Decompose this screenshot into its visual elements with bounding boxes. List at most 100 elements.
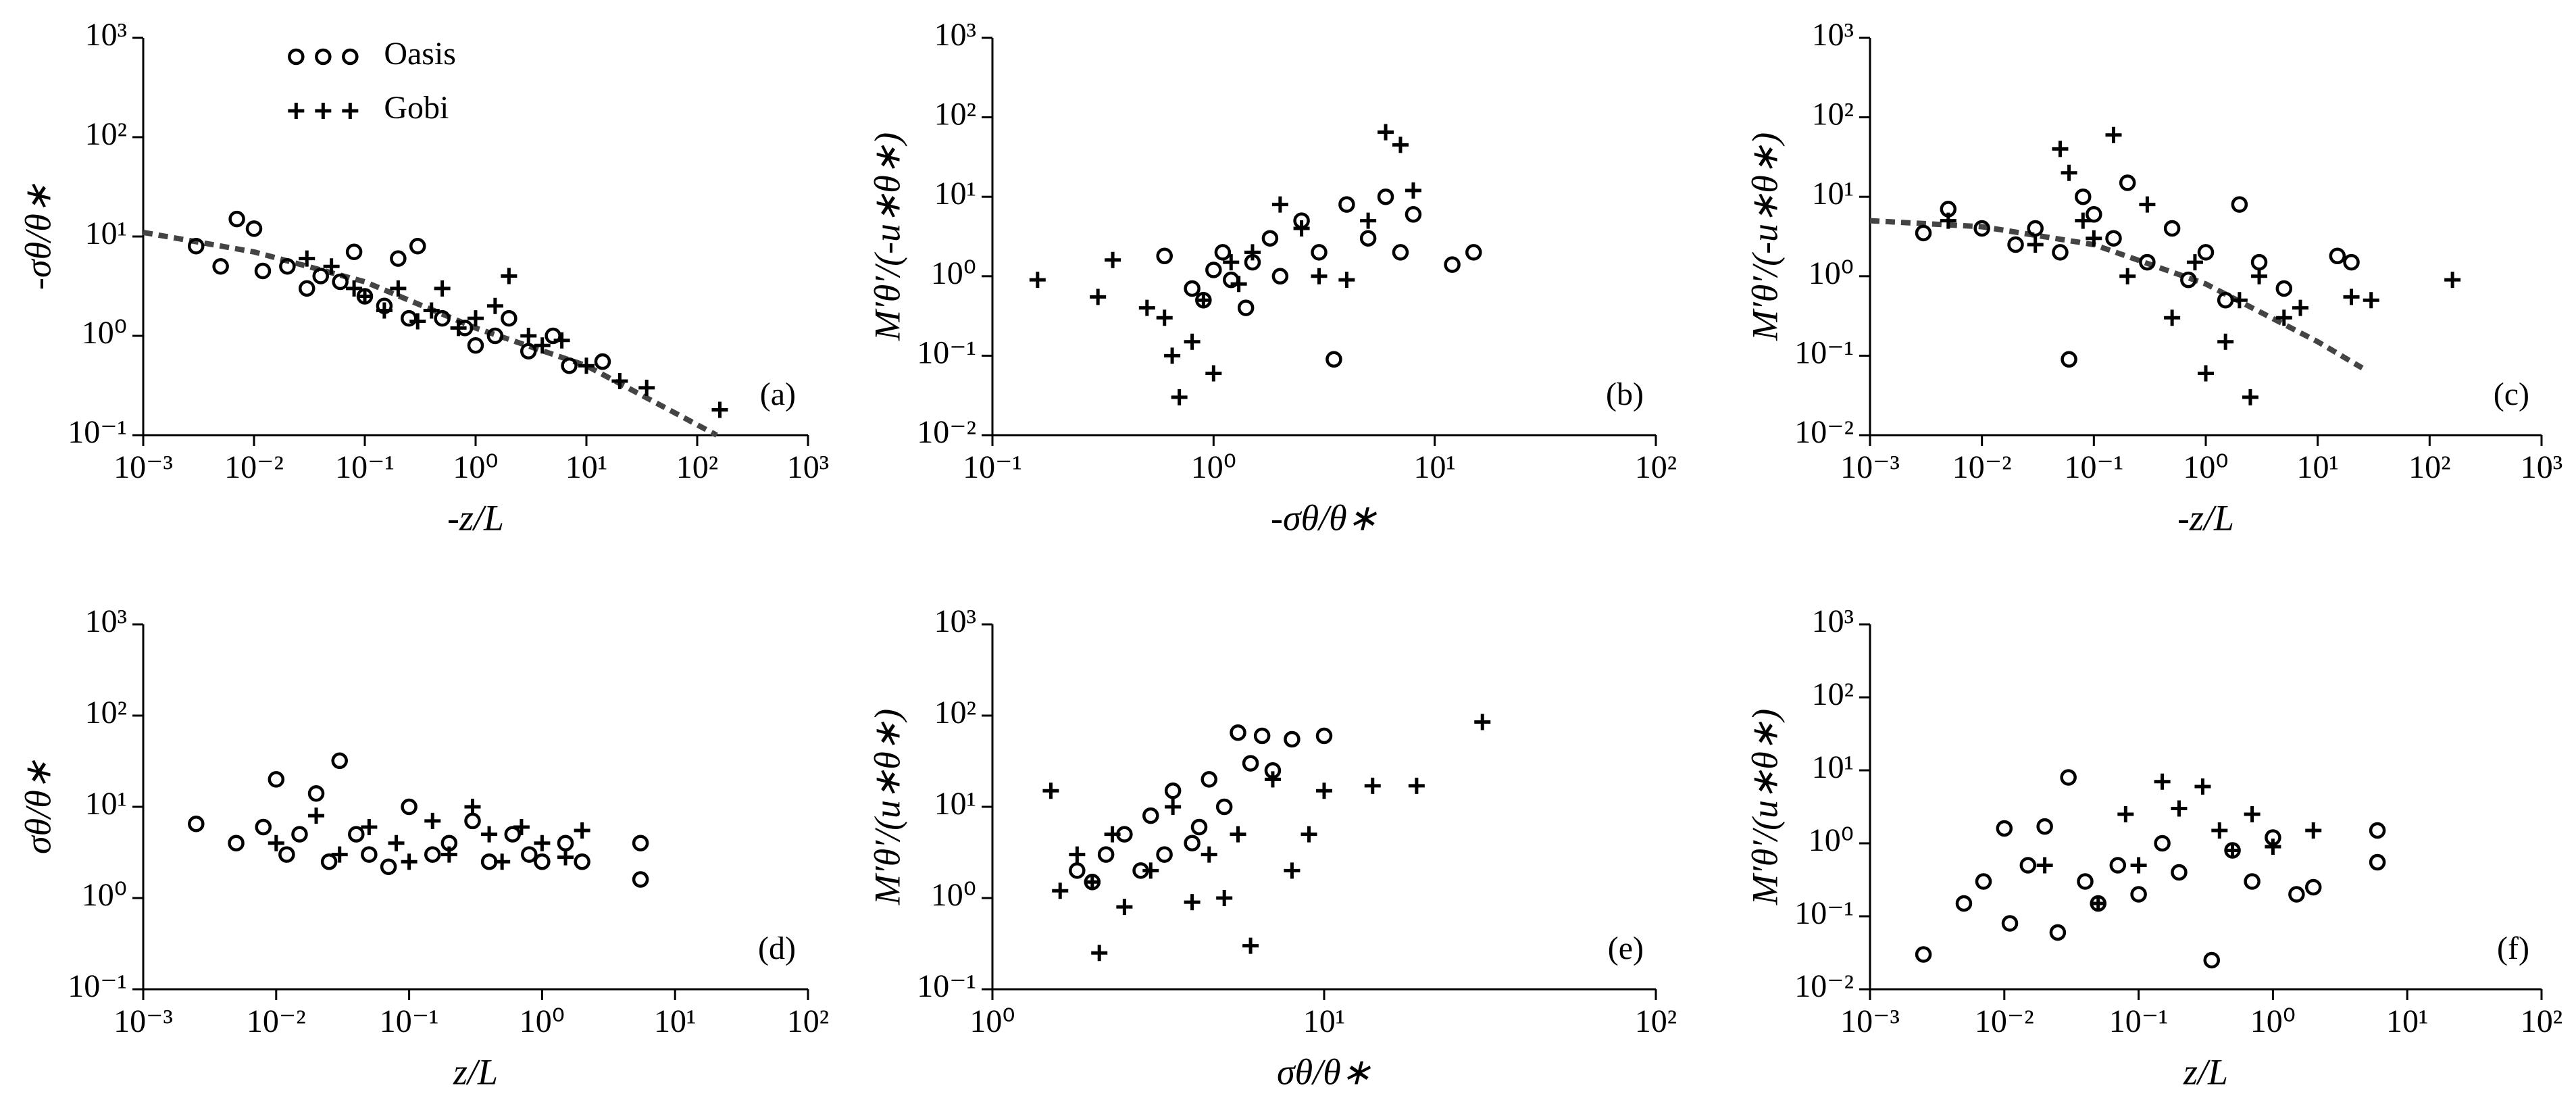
data-point [501, 268, 517, 284]
panel: 10⁰ 10¹ 10²10⁻¹10⁰10¹10²10³σθ/θ∗M′θ′/(u∗θ∗… [867, 603, 1677, 1092]
y-tick-label: 10⁰ [82, 315, 127, 351]
x-tick-label: 10⁰ [969, 1003, 1015, 1039]
data-point [1284, 862, 1300, 879]
y-axis-label: M′θ′/(u∗θ∗) [1744, 709, 1785, 905]
data-point [1201, 771, 1217, 788]
data-point [320, 853, 338, 870]
data-point [2265, 838, 2281, 855]
data-point [1237, 299, 1255, 316]
y-tick-label: 10⁻¹ [68, 968, 127, 1004]
data-point [1244, 244, 1261, 261]
data-point [2027, 237, 2044, 253]
data-point [2163, 220, 2181, 237]
data-point [467, 337, 484, 354]
x-axis-label: -σθ/θ∗ [1271, 497, 1378, 538]
panel-label: (a) [760, 376, 796, 412]
data-point [513, 818, 530, 835]
data-point [361, 818, 378, 835]
data-point [188, 816, 205, 832]
data-point [1084, 874, 1101, 891]
data-point [2186, 254, 2203, 271]
x-axis-label: σθ/θ∗ [1277, 1051, 1371, 1092]
x-tick-label: 10² [2408, 449, 2450, 485]
data-point [376, 302, 393, 319]
data-point [480, 853, 498, 870]
data-point [2224, 842, 2241, 859]
data-point [2027, 220, 2044, 237]
y-tick-label: 10⁻¹ [1794, 895, 1854, 931]
y-axis-label: σθ/θ∗ [18, 760, 58, 854]
data-point [2086, 230, 2102, 247]
data-point [2119, 174, 2136, 191]
data-point [1316, 782, 1332, 799]
data-point [1042, 782, 1059, 799]
data-point [1230, 826, 1246, 843]
data-point [2036, 818, 2053, 835]
data-point [450, 320, 467, 337]
data-point [1156, 846, 1173, 863]
data-point [2343, 253, 2360, 271]
data-point [346, 280, 363, 297]
data-point [307, 785, 325, 802]
data-point [268, 835, 284, 851]
data-point [2369, 853, 2386, 871]
data-point [348, 826, 365, 843]
data-point [2242, 389, 2258, 405]
data-point [574, 853, 590, 870]
y-tick-label: 10¹ [1812, 749, 1854, 785]
x-tick-label: 10⁻² [247, 1003, 306, 1039]
data-point [1164, 347, 1181, 364]
data-point [1973, 220, 1990, 237]
data-point [1215, 798, 1233, 816]
x-tick-label: 10⁻² [224, 449, 284, 485]
y-tick-label: 10⁻¹ [68, 414, 127, 450]
data-point [1915, 224, 1932, 242]
data-point [1325, 351, 1342, 368]
data-point [1253, 727, 1271, 745]
data-point [1377, 188, 1394, 205]
data-point [1264, 771, 1281, 788]
x-tick-label: 10⁻³ [113, 1003, 173, 1039]
data-point [2275, 309, 2292, 326]
y-tick-label: 10⁻² [917, 414, 976, 450]
data-point [1069, 862, 1086, 879]
x-tick-label: 10⁻³ [1840, 1003, 1900, 1039]
data-point [632, 871, 649, 888]
y-axis-label: -σθ/θ∗ [18, 183, 58, 290]
data-point [2001, 915, 2019, 932]
data-point [2130, 857, 2147, 874]
x-tick-label: 10¹ [565, 449, 607, 485]
data-point [2343, 289, 2360, 305]
data-point [1293, 220, 1310, 237]
data-point [1975, 873, 1992, 890]
x-axis-label: z/L [2183, 1051, 2228, 1092]
data-point [486, 327, 504, 345]
data-point [1444, 256, 1461, 273]
data-point [291, 826, 308, 843]
y-tick-label: 10⁻² [1794, 968, 1854, 1004]
data-point [464, 812, 481, 830]
data-point [424, 846, 441, 863]
data-point [2109, 857, 2127, 874]
data-point [468, 310, 484, 327]
legend-marker [288, 103, 305, 119]
data-point [2007, 236, 2024, 253]
y-tick-label: 10⁻² [1794, 414, 1854, 450]
data-point [2075, 188, 2092, 205]
data-point [1156, 247, 1173, 265]
data-point [2052, 141, 2069, 157]
x-tick-label: 10¹ [1303, 1003, 1345, 1039]
panel: 10⁻³ 10⁻² 10⁻¹ 10⁰ 10¹ 10²10⁻²10⁻¹10⁰10¹10²10… [1744, 603, 2562, 1092]
data-point [323, 258, 340, 275]
data-point [2061, 164, 2077, 181]
data-point [1171, 389, 1188, 405]
data-point [2329, 247, 2346, 265]
data-point [1311, 244, 1328, 261]
data-point [578, 357, 595, 374]
data-point [1165, 799, 1182, 815]
x-tick-label: 10³ [2521, 449, 2562, 485]
data-point [1940, 212, 1956, 229]
legend-marker [315, 48, 332, 66]
data-point [2275, 280, 2293, 297]
